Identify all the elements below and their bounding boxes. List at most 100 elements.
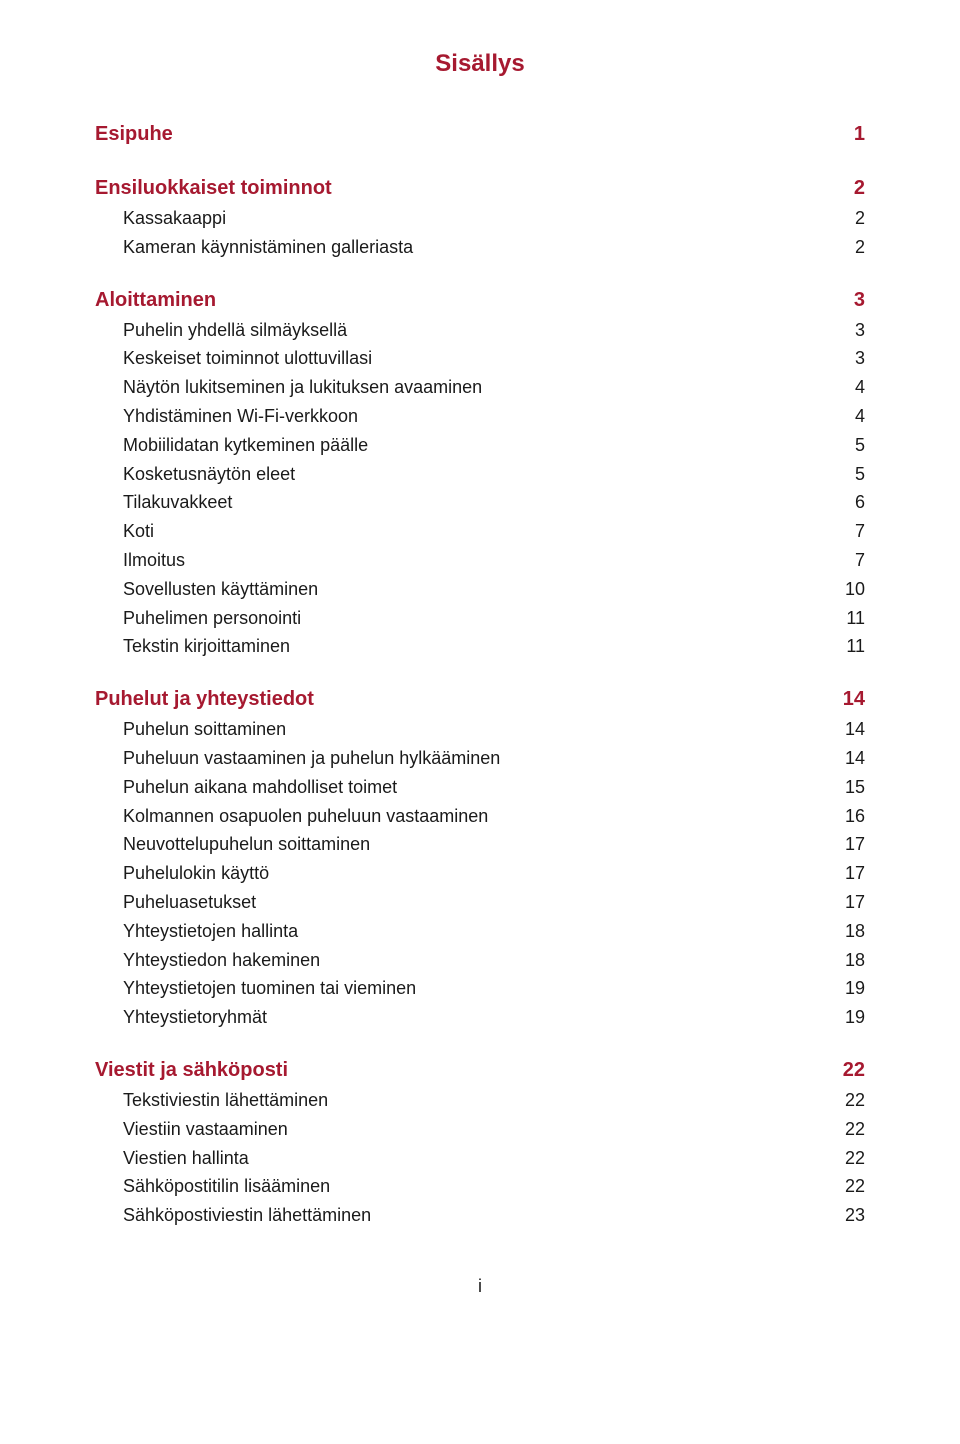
toc-entry-page: 17 — [845, 859, 865, 888]
toc-page: Sisällys Esipuhe 1 Ensiluokkaiset toiminno… — [0, 0, 960, 1337]
toc-entry-label: Puhelut ja yhteystiedot — [95, 683, 314, 715]
toc-entry-page: 3 — [854, 284, 865, 316]
toc-entry: Puheluasetukset17 — [123, 888, 865, 917]
toc-entry: Tilakuvakkeet6 — [123, 488, 865, 517]
page-number: i — [478, 1276, 482, 1296]
toc-entry-label: Kosketusnäytön eleet — [123, 460, 295, 489]
section-gap — [95, 150, 865, 172]
toc-title: Sisällys — [95, 50, 865, 78]
toc-entry-page: 7 — [855, 546, 865, 575]
page-footer: i — [95, 1276, 865, 1297]
toc-entry-label: Ensiluokkaiset toiminnot — [95, 172, 332, 204]
toc-entry-label: Puheluasetukset — [123, 888, 256, 917]
toc-entry-label: Tekstiviestin lähettäminen — [123, 1086, 328, 1115]
toc-entry-page: 3 — [855, 344, 865, 373]
toc-entry: Yhteystietoryhmät 19 — [123, 1003, 865, 1032]
toc-entry: Puhelun aikana mahdolliset toimet15 — [123, 773, 865, 802]
toc-entry: Neuvottelupuhelun soittaminen 17 — [123, 830, 865, 859]
toc-entry-label: Puhelun soittaminen — [123, 715, 286, 744]
toc-entry: Sähköpostiviestin lähettäminen23 — [123, 1201, 865, 1230]
toc-entry: Puhelin yhdellä silmäyksellä 3 — [123, 316, 865, 345]
toc-entry-page: 5 — [855, 431, 865, 460]
toc-entry-label: Viestien hallinta — [123, 1144, 249, 1173]
toc-entry: Kolmannen osapuolen puheluun vastaaminen… — [123, 802, 865, 831]
toc-entry-page: 3 — [855, 316, 865, 345]
toc-entry: Tekstiviestin lähettäminen 22 — [123, 1086, 865, 1115]
toc-entry-label: Yhteystietojen hallinta — [123, 917, 298, 946]
toc-entry-label: Tekstin kirjoittaminen — [123, 632, 290, 661]
toc-entry-page: 11 — [846, 604, 865, 633]
toc-entry-page: 15 — [845, 773, 865, 802]
toc-entry: Kosketusnäytön eleet5 — [123, 460, 865, 489]
toc-entry-label: Näytön lukitseminen ja lukituksen avaami… — [123, 373, 482, 402]
section-gap — [95, 661, 865, 683]
toc-entry: Puhelun soittaminen 14 — [123, 715, 865, 744]
toc-entry-label: Sähköpostitilin lisääminen — [123, 1172, 330, 1201]
toc-entry: Näytön lukitseminen ja lukituksen avaami… — [123, 373, 865, 402]
toc-entry-label: Mobiilidatan kytkeminen päälle — [123, 431, 368, 460]
toc-entry-label: Sovellusten käyttäminen — [123, 575, 318, 604]
section-gap — [95, 1032, 865, 1054]
toc-entry-page: 23 — [845, 1201, 865, 1230]
toc-entry: Sovellusten käyttäminen 10 — [123, 575, 865, 604]
toc-entry-page: 14 — [843, 683, 865, 715]
toc-entry-label: Yhteystietoryhmät — [123, 1003, 267, 1032]
toc-entry: Kassakaappi 2 — [123, 204, 865, 233]
toc-entry-label: Neuvottelupuhelun soittaminen — [123, 830, 370, 859]
toc-entry-page: 1 — [854, 118, 865, 150]
toc-entry-page: 4 — [855, 373, 865, 402]
toc-entry: Ensiluokkaiset toiminnot 2 — [95, 172, 865, 204]
toc-entry-page: 22 — [845, 1115, 865, 1144]
toc-entry-page: 10 — [845, 575, 865, 604]
toc-entry-page: 6 — [855, 488, 865, 517]
toc-entry-page: 14 — [845, 715, 865, 744]
toc-entry-label: Kolmannen osapuolen puheluun vastaaminen — [123, 802, 488, 831]
toc-entry-page: 19 — [845, 1003, 865, 1032]
toc-entry-label: Aloittaminen — [95, 284, 216, 316]
toc-entry-page: 2 — [855, 233, 865, 262]
toc-entry-label: Puhelulokin käyttö — [123, 859, 269, 888]
toc-entry: Yhteystiedon hakeminen 18 — [123, 946, 865, 975]
toc-entry-page: 16 — [845, 802, 865, 831]
toc-entry: Puhelimen personointi11 — [123, 604, 865, 633]
toc-entry-page: 19 — [845, 974, 865, 1003]
toc-entry: Koti 7 — [123, 517, 865, 546]
toc-entry-page: 17 — [845, 830, 865, 859]
toc-entry-label: Puhelin yhdellä silmäyksellä — [123, 316, 347, 345]
toc-entry-label: Esipuhe — [95, 118, 173, 150]
toc-entry-label: Ilmoitus — [123, 546, 185, 575]
toc-entry: Puhelut ja yhteystiedot 14 — [95, 683, 865, 715]
toc-entry-label: Yhteystiedon hakeminen — [123, 946, 320, 975]
toc-entry: Puhelulokin käyttö 17 — [123, 859, 865, 888]
toc-entry-label: Yhdistäminen Wi-Fi-verkkoon — [123, 402, 358, 431]
toc-entry-page: 2 — [854, 172, 865, 204]
toc-entry-page: 22 — [845, 1086, 865, 1115]
toc-entry-label: Puheluun vastaaminen ja puhelun hylkäämi… — [123, 744, 500, 773]
toc-entry-page: 22 — [843, 1054, 865, 1086]
toc-entry-page: 7 — [855, 517, 865, 546]
toc-entry: Tekstin kirjoittaminen 11 — [123, 632, 865, 661]
toc-entry: Ilmoitus 7 — [123, 546, 865, 575]
toc-entry: Aloittaminen 3 — [95, 284, 865, 316]
toc-entry: Puheluun vastaaminen ja puhelun hylkäämi… — [123, 744, 865, 773]
toc-entry-page: 4 — [855, 402, 865, 431]
toc-title-text: Sisällys — [435, 50, 524, 77]
toc-entry-label: Kassakaappi — [123, 204, 226, 233]
toc-entry: Mobiilidatan kytkeminen päälle 5 — [123, 431, 865, 460]
toc-entry: Sähköpostitilin lisääminen22 — [123, 1172, 865, 1201]
toc-entry-label: Viestiin vastaaminen — [123, 1115, 288, 1144]
toc-entry-page: 14 — [845, 744, 865, 773]
toc-entry: Viestien hallinta 22 — [123, 1144, 865, 1173]
toc-entry: Viestiin vastaaminen 22 — [123, 1115, 865, 1144]
toc-entry-label: Keskeiset toiminnot ulottuvillasi — [123, 344, 372, 373]
toc-entry-label: Koti — [123, 517, 154, 546]
toc-entry-page: 11 — [846, 632, 865, 661]
toc-entry-page: 22 — [845, 1144, 865, 1173]
toc-entry: Yhdistäminen Wi-Fi-verkkoon 4 — [123, 402, 865, 431]
toc-entry-page: 18 — [845, 946, 865, 975]
toc-entry-page: 2 — [855, 204, 865, 233]
toc-entry: Viestit ja sähköposti 22 — [95, 1054, 865, 1086]
toc-entry-label: Kameran käynnistäminen galleriasta — [123, 233, 413, 262]
toc-entry-label: Viestit ja sähköposti — [95, 1054, 288, 1086]
toc-entry-label: Yhteystietojen tuominen tai vieminen — [123, 974, 416, 1003]
